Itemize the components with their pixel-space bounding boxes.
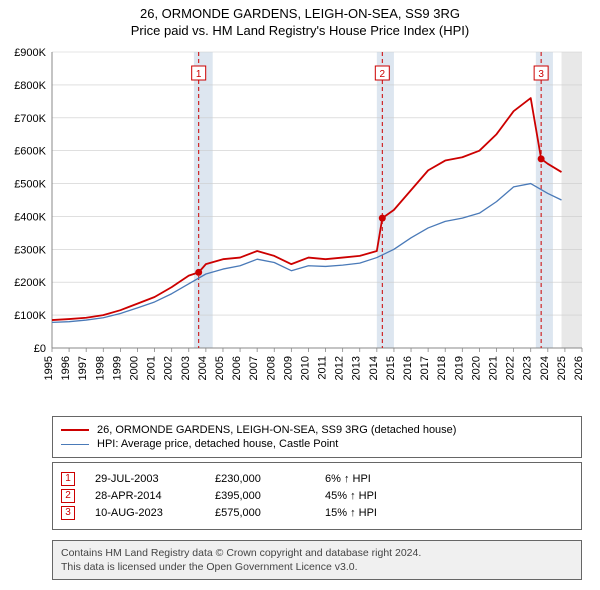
transaction-row: 1 29-JUL-2003£230,0006% ↑ HPI <box>61 472 573 486</box>
title-subtitle: Price paid vs. HM Land Registry's House … <box>0 23 600 38</box>
svg-text:2007: 2007 <box>248 356 260 380</box>
svg-text:1997: 1997 <box>77 356 89 380</box>
svg-text:£900K: £900K <box>14 47 46 59</box>
svg-text:£100K: £100K <box>14 310 46 322</box>
svg-text:2026: 2026 <box>573 356 585 380</box>
transaction-date: 28-APR-2014 <box>95 490 215 502</box>
legend-swatch <box>61 429 89 431</box>
svg-text:£800K: £800K <box>14 80 46 92</box>
transaction-pct: 45% ↑ HPI <box>325 490 465 502</box>
svg-text:2018: 2018 <box>436 356 448 380</box>
legend-label: HPI: Average price, detached house, Cast… <box>97 438 338 450</box>
legend-item: HPI: Average price, detached house, Cast… <box>61 438 573 450</box>
chart-container: 26, ORMONDE GARDENS, LEIGH-ON-SEA, SS9 3… <box>0 0 600 590</box>
svg-text:2025: 2025 <box>556 356 568 380</box>
svg-text:2012: 2012 <box>334 356 346 380</box>
legend: 26, ORMONDE GARDENS, LEIGH-ON-SEA, SS9 3… <box>52 416 582 458</box>
svg-text:2003: 2003 <box>180 356 192 380</box>
svg-text:2021: 2021 <box>488 356 500 380</box>
svg-text:2004: 2004 <box>197 356 209 380</box>
svg-text:2008: 2008 <box>265 356 277 380</box>
svg-text:2: 2 <box>380 69 386 80</box>
transaction-pct: 6% ↑ HPI <box>325 473 465 485</box>
footer-line1: Contains HM Land Registry data © Crown c… <box>61 546 573 560</box>
svg-text:2001: 2001 <box>146 356 158 380</box>
svg-text:2024: 2024 <box>539 356 551 380</box>
svg-text:£500K: £500K <box>14 179 46 191</box>
svg-text:2011: 2011 <box>317 356 329 380</box>
attribution-footer: Contains HM Land Registry data © Crown c… <box>52 540 582 580</box>
footer-line2: This data is licensed under the Open Gov… <box>61 560 573 574</box>
transactions-table: 1 29-JUL-2003£230,0006% ↑ HPI 2 28-APR-2014… <box>52 462 582 530</box>
svg-text:2023: 2023 <box>522 356 534 380</box>
transaction-pct: 15% ↑ HPI <box>325 507 465 519</box>
svg-text:£400K: £400K <box>14 211 46 223</box>
transaction-date: 10-AUG-2023 <box>95 507 215 519</box>
svg-text:2022: 2022 <box>505 356 517 380</box>
svg-text:2013: 2013 <box>351 356 363 380</box>
svg-text:2006: 2006 <box>231 356 243 380</box>
svg-text:2015: 2015 <box>385 356 397 380</box>
svg-text:2002: 2002 <box>163 356 175 380</box>
svg-text:1998: 1998 <box>94 356 106 380</box>
transaction-price: £230,000 <box>215 473 325 485</box>
svg-text:£200K: £200K <box>14 277 46 289</box>
svg-text:2005: 2005 <box>214 356 226 380</box>
series-hpi <box>52 184 561 323</box>
svg-text:1996: 1996 <box>60 356 72 380</box>
svg-text:2019: 2019 <box>453 356 465 380</box>
price-chart: £0£100K£200K£300K£400K£500K£600K£700K£80… <box>52 48 582 388</box>
transaction-marker: 2 <box>61 489 75 503</box>
svg-text:2009: 2009 <box>282 356 294 380</box>
svg-text:2016: 2016 <box>402 356 414 380</box>
transaction-row: 3 10-AUG-2023£575,00015% ↑ HPI <box>61 506 573 520</box>
svg-text:2020: 2020 <box>470 356 482 380</box>
transaction-row: 2 28-APR-2014£395,00045% ↑ HPI <box>61 489 573 503</box>
svg-text:2000: 2000 <box>128 356 140 380</box>
svg-text:2017: 2017 <box>419 356 431 380</box>
transaction-marker: 1 <box>61 472 75 486</box>
svg-text:3: 3 <box>538 69 544 80</box>
svg-text:£600K: £600K <box>14 146 46 158</box>
transaction-date: 29-JUL-2003 <box>95 473 215 485</box>
transaction-price: £395,000 <box>215 490 325 502</box>
svg-text:£300K: £300K <box>14 244 46 256</box>
title-block: 26, ORMONDE GARDENS, LEIGH-ON-SEA, SS9 3… <box>0 0 600 38</box>
svg-text:£700K: £700K <box>14 113 46 125</box>
svg-text:1: 1 <box>196 69 202 80</box>
transaction-marker: 3 <box>61 506 75 520</box>
svg-text:£0: £0 <box>34 343 46 355</box>
legend-item: 26, ORMONDE GARDENS, LEIGH-ON-SEA, SS9 3… <box>61 424 573 436</box>
transaction-price: £575,000 <box>215 507 325 519</box>
legend-swatch <box>61 444 89 445</box>
svg-text:1999: 1999 <box>111 356 123 380</box>
svg-text:2010: 2010 <box>299 356 311 380</box>
svg-text:2014: 2014 <box>368 356 380 380</box>
legend-label: 26, ORMONDE GARDENS, LEIGH-ON-SEA, SS9 3… <box>97 424 456 436</box>
svg-text:1995: 1995 <box>43 356 55 380</box>
title-address: 26, ORMONDE GARDENS, LEIGH-ON-SEA, SS9 3… <box>0 6 600 21</box>
